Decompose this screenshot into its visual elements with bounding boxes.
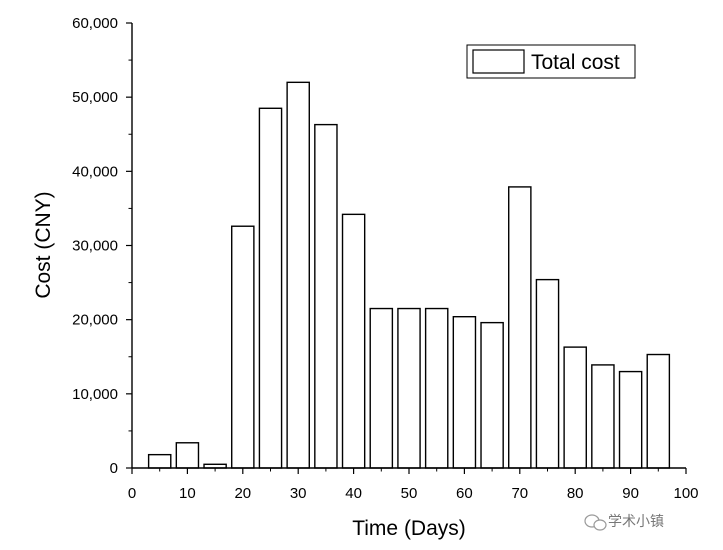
bar xyxy=(231,225,255,469)
watermark-text: 学术小镇 xyxy=(608,513,664,529)
bar xyxy=(341,213,366,469)
bar xyxy=(397,307,421,469)
x-tick-label: 80 xyxy=(567,485,584,502)
y-axis-title: Cost (CNY) xyxy=(32,191,55,298)
y-tick-label: 40,000 xyxy=(72,163,118,180)
x-tick-label: 40 xyxy=(345,485,362,502)
x-tick-label: 50 xyxy=(401,485,418,502)
legend-label: Total cost xyxy=(531,51,620,74)
bar xyxy=(508,186,532,469)
x-tick-label: 30 xyxy=(290,485,307,502)
bar xyxy=(591,364,615,469)
x-tick-label: 20 xyxy=(234,485,251,502)
legend: Total cost xyxy=(466,44,636,79)
x-tick-label: 0 xyxy=(128,485,136,502)
x-tick-label: 90 xyxy=(622,485,639,502)
bar xyxy=(646,353,671,469)
y-tick-label: 10,000 xyxy=(72,386,118,403)
bar xyxy=(175,442,200,469)
bar xyxy=(424,307,449,469)
legend-swatch xyxy=(472,49,525,74)
bar xyxy=(286,81,310,469)
bar xyxy=(147,453,172,469)
x-tick-label: 100 xyxy=(673,485,698,502)
x-tick-label: 70 xyxy=(511,485,528,502)
bar xyxy=(480,321,504,469)
bar xyxy=(258,107,283,469)
bar xyxy=(369,307,394,469)
x-axis-title: Time (Days) xyxy=(352,517,466,540)
ticks-group: 0 10 20 30 40 50 60 70 80 90 100 0 10,000 20,000 30,00… xyxy=(72,15,698,502)
y-tick-label: 20,000 xyxy=(72,312,118,329)
bars-group xyxy=(147,81,671,469)
bar xyxy=(618,370,643,469)
wechat-icon xyxy=(584,514,607,531)
bar xyxy=(314,123,338,469)
y-tick-label: 50,000 xyxy=(72,89,118,106)
watermark: 学术小镇 xyxy=(584,513,664,531)
y-tick-label: 30,000 xyxy=(72,238,118,255)
x-tick-label: 60 xyxy=(456,485,473,502)
bar xyxy=(452,316,477,469)
y-tick-label: 0 xyxy=(110,460,118,477)
x-tick-label: 10 xyxy=(179,485,196,502)
bar xyxy=(535,278,560,469)
bar xyxy=(563,346,587,469)
y-tick-label: 60,000 xyxy=(72,15,118,32)
